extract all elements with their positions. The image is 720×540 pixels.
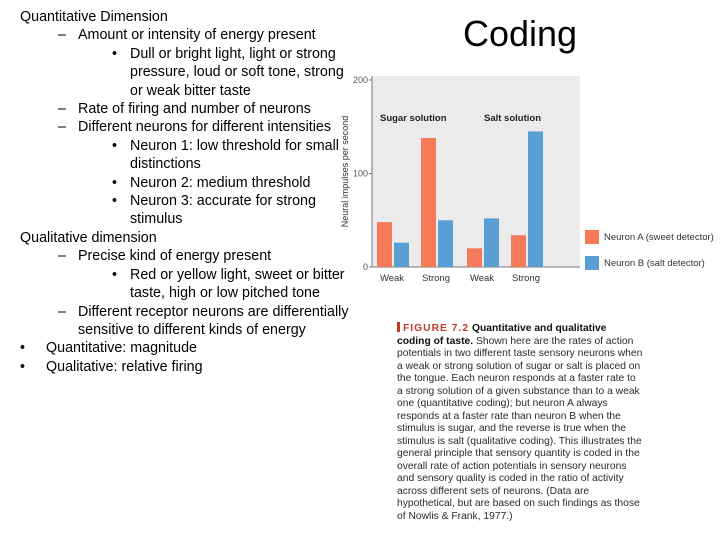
- legend-swatch: [585, 256, 599, 270]
- heading-item: Quantitative Dimension: [0, 8, 352, 26]
- bullet-text: Neuron 3: accurate for strong stimulus: [130, 193, 316, 228]
- summary-item: • Quantitative: magnitude: [0, 339, 352, 357]
- sub-sub-item: • Neuron 3: accurate for strong stimulus: [0, 192, 352, 229]
- sub-sub-item: • Red or yellow light, sweet or bitter ta…: [0, 266, 352, 303]
- heading-item: Qualitative dimension: [0, 229, 352, 247]
- summary-item: • Qualitative: relative firing: [0, 358, 352, 376]
- bullet-marker: •: [20, 358, 26, 375]
- bar-neuron-a: [377, 222, 392, 267]
- bullet-text: Rate of firing and number of neurons: [78, 101, 311, 118]
- caption-accent-bar: [397, 322, 400, 332]
- bullet-text: Amount or intensity of energy present: [78, 27, 316, 44]
- sub-item: – Rate of firing and number of neurons: [0, 100, 352, 118]
- y-tick-label: 0: [363, 262, 368, 272]
- sub-item: – Different neurons for different intensi…: [0, 118, 352, 136]
- sub-item: – Different receptor neurons are differen…: [0, 303, 352, 340]
- bullet-marker: •: [112, 193, 118, 210]
- dash-marker: –: [58, 303, 66, 320]
- bullet-marker: •: [112, 266, 118, 283]
- sub-item: – Precise kind of energy present: [0, 247, 352, 265]
- bullet-marker: •: [20, 340, 26, 357]
- sub-sub-item: • Neuron 2: medium threshold: [0, 174, 352, 192]
- y-tick-label: 100: [353, 169, 368, 179]
- figure-caption: FIGURE 7.2 Quantitative and qualitative …: [397, 322, 643, 523]
- bullet-marker: •: [112, 137, 118, 154]
- y-axis-label: Neural impulses per second: [340, 116, 350, 228]
- chart-svg: 0 100 200 Neural impulses per second Sugar s…: [340, 75, 714, 284]
- slide-title: Coding: [463, 13, 578, 54]
- bar-neuron-b: [438, 220, 453, 267]
- x-tick-label: Strong: [512, 273, 540, 284]
- dash-marker: –: [58, 119, 66, 136]
- bullet-text: Qualitative dimension: [20, 229, 157, 246]
- bar-neuron-a: [511, 235, 526, 267]
- group-label: Sugar solution: [380, 113, 447, 124]
- sub-item: – Amount or intensity of energy present: [0, 26, 352, 44]
- legend-label: Neuron A (sweet detector): [604, 232, 714, 243]
- chart-panel: [372, 76, 580, 267]
- caption-body: Shown here are the rates of action poten…: [397, 335, 643, 522]
- dash-marker: –: [58, 27, 66, 44]
- caption-title: Quantitative and qualitative coding of t…: [397, 323, 607, 347]
- x-tick-label: Weak: [380, 273, 404, 284]
- legend-swatch: [585, 230, 599, 244]
- bar-neuron-b: [484, 218, 499, 267]
- bullet-text: Dull or bright light, light or strong pr…: [130, 45, 344, 99]
- x-tick-label: Weak: [470, 273, 494, 284]
- bullet-marker: •: [112, 45, 118, 62]
- taste-coding-chart: 0 100 200 Neural impulses per second Sugar s…: [338, 70, 718, 300]
- bullet-text: Different neurons for different intensit…: [78, 119, 331, 136]
- bullet-list: Quantitative Dimension – Amount or intensi…: [0, 8, 352, 448]
- bullet-text: Neuron 2: medium threshold: [130, 174, 311, 191]
- bullet-text: Qualitative: relative firing: [46, 358, 203, 375]
- bullet-marker: •: [112, 174, 118, 191]
- legend-label: Neuron B (salt detector): [604, 258, 705, 269]
- bullet-text: Quantitative: magnitude: [46, 340, 198, 357]
- sub-sub-item: • Dull or bright light, light or strong p…: [0, 45, 352, 100]
- y-tick-label: 200: [353, 75, 368, 85]
- bullet-text: Red or yellow light, sweet or bitter tas…: [130, 266, 345, 302]
- bar-neuron-a: [467, 248, 482, 267]
- bullet-text: Precise kind of energy present: [78, 248, 272, 265]
- bar-neuron-b: [528, 131, 543, 267]
- x-tick-label: Strong: [422, 273, 450, 284]
- figure-label: FIGURE 7.2: [403, 323, 470, 334]
- group-label: Salt solution: [484, 113, 541, 124]
- sub-sub-item: • Neuron 1: low threshold for small disti…: [0, 137, 352, 174]
- bullet-text: Neuron 1: low threshold for small distin…: [130, 137, 339, 173]
- bullet-text: Quantitative Dimension: [20, 9, 168, 25]
- dash-marker: –: [58, 101, 66, 118]
- bullet-text: Different receptor neurons are different…: [78, 303, 349, 338]
- bar-neuron-a: [421, 137, 436, 267]
- dash-marker: –: [58, 248, 66, 265]
- bar-neuron-b: [394, 242, 409, 267]
